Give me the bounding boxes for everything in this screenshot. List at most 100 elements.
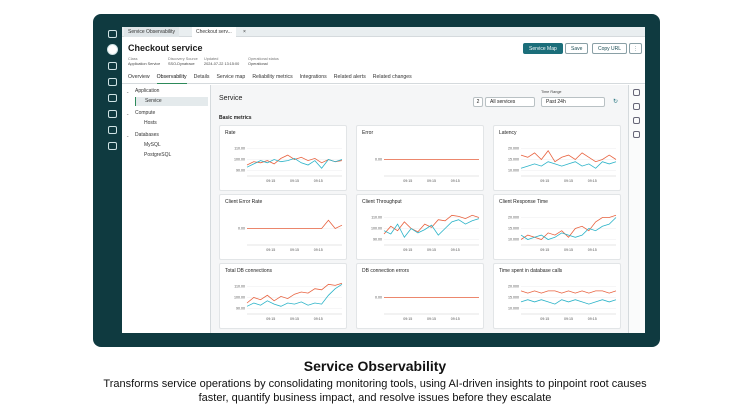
- browser-tab[interactable]: Service Observability: [124, 27, 179, 37]
- tree-item[interactable]: Service: [135, 97, 208, 106]
- x-tick-label: 09:15: [540, 179, 549, 183]
- meta-item: Discovery Source SSO-Dynatrace: [168, 57, 198, 67]
- nav-tab[interactable]: Details: [193, 74, 210, 80]
- side-icon[interactable]: [633, 103, 640, 110]
- tree-item[interactable]: PostgreSQL: [144, 152, 172, 158]
- x-tick-label: 09:15: [451, 248, 460, 252]
- chart-card: DB connection errors 0.00 09:15 09:15 09:15: [356, 263, 484, 329]
- meta-value: SSO-Dynatrace: [168, 62, 195, 66]
- x-tick-label: 09:15: [588, 317, 597, 321]
- tree-toggle: ⌄: [126, 89, 130, 94]
- chart: 20.000 15.000 10.000 09:15 09:15 09:15: [508, 214, 617, 252]
- side-icon[interactable]: [633, 117, 640, 124]
- chart-card: Rate 110.00 100.00 90.00 09:15 09:15 09:15: [219, 125, 347, 191]
- y-tick-label: 0.00: [375, 295, 382, 299]
- y-tick-label: 110.00: [234, 146, 245, 150]
- main-panel: Service 2 All services Time Range Past 2…: [211, 85, 628, 333]
- meta-label: Class: [128, 57, 138, 61]
- chart-title: Error: [362, 130, 374, 136]
- y-tick-label: 10.000: [508, 237, 519, 241]
- x-tick-label: 09:15: [540, 248, 549, 252]
- series-line: [246, 282, 343, 304]
- time-range[interactable]: Past 24h: [541, 97, 605, 107]
- tree-item[interactable]: MySQL: [144, 142, 161, 148]
- tree-group[interactable]: Compute: [135, 110, 156, 116]
- chart-card: Total DB connections 110.00 100.00 90.00 09:…: [219, 263, 347, 329]
- tree-item[interactable]: Hosts: [144, 120, 157, 126]
- right-rail: [628, 85, 645, 333]
- nav-tab[interactable]: Observability: [156, 73, 187, 84]
- x-tick-label: 09:15: [290, 317, 299, 321]
- series-line: [520, 161, 617, 169]
- series-line: [383, 218, 480, 239]
- y-tick-label: 20.000: [508, 215, 519, 219]
- y-tick-label: 110.00: [234, 284, 245, 288]
- nav-tab[interactable]: Related changes: [372, 74, 412, 80]
- tree-group[interactable]: Application: [135, 88, 160, 94]
- x-tick-label: 09:15: [266, 179, 275, 183]
- y-tick-label: 90.00: [236, 306, 245, 310]
- side-icon[interactable]: [633, 131, 640, 138]
- browser-tab[interactable]: Checkout serv...: [192, 27, 236, 37]
- nav-tab[interactable]: Integrations: [299, 74, 327, 80]
- count-badge: 2: [473, 97, 483, 107]
- nav-icon[interactable]: [108, 78, 117, 86]
- button[interactable]: Save: [565, 43, 589, 54]
- chart-card: Client Response Time 20.000 15.000 10.000 09…: [493, 194, 621, 260]
- chart-card: Error 0.00 09:15 09:15 09:15: [356, 125, 484, 191]
- x-tick-label: 09:15: [564, 179, 573, 183]
- tree: ⌄ Application Service ⌄ Compute Hosts ⌄ Databas…: [122, 85, 211, 333]
- side-icon[interactable]: [633, 89, 640, 96]
- refresh-icon[interactable]: ↻: [613, 99, 619, 105]
- close-tab[interactable]: ×: [243, 29, 246, 35]
- service-filter[interactable]: All services: [485, 97, 535, 107]
- series-line: [520, 290, 617, 294]
- y-tick-label: 110.00: [371, 215, 382, 219]
- tree-toggle: ⌄: [126, 133, 130, 138]
- y-tick-label: 15.000: [508, 157, 519, 161]
- more-button[interactable]: ⋮: [629, 43, 642, 54]
- chart-title: DB connection errors: [362, 268, 409, 274]
- nav-icon[interactable]: [108, 94, 117, 102]
- x-tick-label: 09:15: [314, 179, 323, 183]
- nav-tab[interactable]: Related alerts: [333, 74, 366, 80]
- x-tick-label: 09:15: [427, 317, 436, 321]
- nav-tab[interactable]: Service map: [216, 74, 246, 80]
- series-line: [246, 154, 343, 166]
- chart-title: Latency: [499, 130, 517, 136]
- x-tick-label: 09:15: [451, 179, 460, 183]
- y-tick-label: 15.000: [508, 295, 519, 299]
- app-window: Service Observability Checkout serv... ×…: [122, 27, 645, 333]
- x-tick-label: 09:15: [427, 179, 436, 183]
- nav-icon[interactable]: [108, 126, 117, 134]
- section-title: Service: [219, 95, 243, 102]
- icon-rail: [103, 27, 122, 333]
- chart-title: Client Throughput: [362, 199, 402, 205]
- nav-icon[interactable]: [108, 142, 117, 150]
- avatar[interactable]: [107, 44, 118, 55]
- nav-icon[interactable]: [108, 62, 117, 70]
- y-tick-label: 10.000: [508, 306, 519, 310]
- nav-tab[interactable]: Reliability metrics: [252, 74, 293, 80]
- tree-group[interactable]: Databases: [135, 132, 159, 138]
- page-title: Checkout service: [128, 43, 203, 53]
- series-line: [520, 217, 617, 240]
- chart: 110.00 100.00 90.00 09:15 09:15 09:15: [234, 146, 343, 183]
- nav-tabs: Overview Observability Details Service map R…: [122, 72, 645, 84]
- meta-item: Updated 2024-07-22 13:15:00: [204, 57, 239, 67]
- meta-label: Discovery Source: [168, 57, 198, 61]
- nav-icon[interactable]: [108, 110, 117, 118]
- y-tick-label: 20.000: [508, 146, 519, 150]
- y-tick-label: 100.00: [234, 295, 245, 299]
- button[interactable]: Service Map: [523, 43, 563, 54]
- series-line: [520, 299, 617, 305]
- nav-tab[interactable]: Overview: [128, 74, 150, 80]
- button[interactable]: Copy URL: [592, 43, 628, 54]
- chart: 20.000 15.000 10.000 09:15 09:15 09:15: [508, 146, 617, 183]
- meta-item: Class Application Service: [128, 57, 160, 67]
- chart: 0.00 09:15 09:15 09:15: [375, 295, 479, 321]
- x-tick-label: 09:15: [314, 248, 323, 252]
- home-icon[interactable]: [108, 30, 117, 38]
- y-tick-label: 15.000: [508, 226, 519, 230]
- series-line: [246, 157, 343, 169]
